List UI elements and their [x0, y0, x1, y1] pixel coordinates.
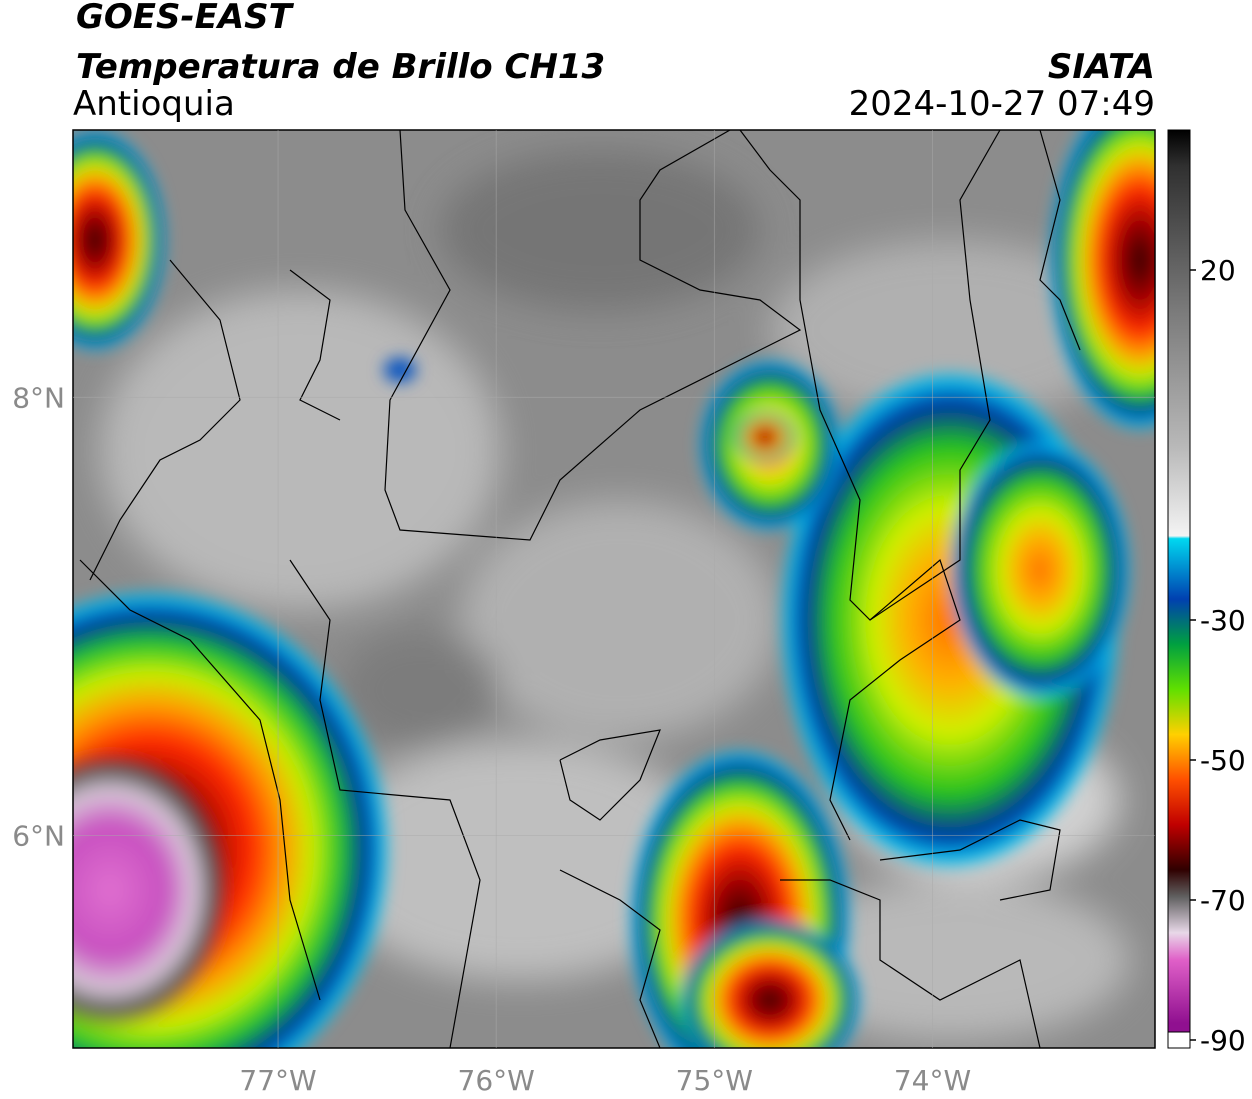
satellite: GOES-EAST — [76, 0, 295, 37]
colorbar-label: -90 — [1200, 1024, 1246, 1057]
map-frame — [72, 129, 1156, 1049]
lon-label: 75°W — [676, 1064, 753, 1097]
lon-label: 77°W — [239, 1064, 316, 1097]
lat-label: 8°N — [12, 381, 65, 414]
lon-label: 74°W — [894, 1064, 971, 1097]
imagery — [73, 130, 1155, 1048]
colorbar-label: -70 — [1200, 884, 1246, 917]
colorbar-label: -30 — [1200, 604, 1246, 637]
lat-label: 6°N — [12, 819, 65, 852]
colorbar-label: 20 — [1200, 254, 1236, 287]
product: Temperatura de Brillo CH13 — [76, 47, 605, 87]
lon-label: 76°W — [458, 1064, 535, 1097]
colorbar — [1167, 129, 1191, 1033]
source: SIATA — [1048, 47, 1155, 87]
region: Antioquia — [73, 84, 235, 124]
colorbar-under — [1167, 1031, 1191, 1049]
colorbar-label: -50 — [1200, 744, 1246, 777]
datetime: 2024-10-27 07:49 — [849, 84, 1155, 124]
